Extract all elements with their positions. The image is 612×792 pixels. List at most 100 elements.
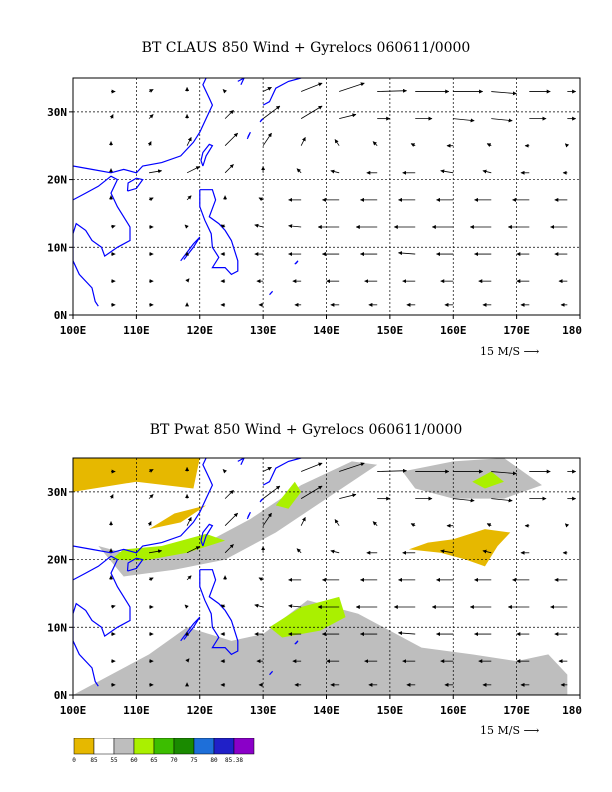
lon-tick-label: 100E	[60, 324, 87, 337]
panel2-map: 100E 110E 120E 130E 140E 150E 160E 170E 180 0N 10N…	[0, 440, 612, 740]
pwat-region-gray	[73, 600, 568, 695]
coastline	[73, 78, 214, 174]
pwat-region-green	[275, 481, 302, 509]
coastline	[294, 260, 299, 265]
coastline	[259, 498, 264, 503]
wind-vector	[564, 143, 570, 148]
wind-vector	[288, 604, 302, 609]
wind-vector	[339, 462, 365, 472]
wind-vector	[148, 549, 163, 554]
coastline	[180, 616, 201, 642]
wind-vector	[262, 512, 272, 526]
coastline	[237, 458, 245, 466]
wind-vector	[224, 109, 234, 119]
lat-tick-label: 10N	[47, 241, 67, 254]
wind-vector	[330, 169, 340, 174]
wind-vector	[109, 114, 114, 119]
colorbar-swatch	[193, 738, 215, 755]
wind-vector	[147, 521, 152, 526]
colorbar-label: 70	[170, 757, 178, 764]
wind-vector	[453, 118, 475, 123]
wind-vector	[110, 604, 116, 609]
wind-scale-label: 15 M/S	[480, 345, 520, 358]
wind-vector	[300, 485, 323, 499]
wind-vector	[410, 143, 416, 148]
lon-tick-label: 170E	[503, 704, 530, 717]
wind-vector	[296, 548, 302, 554]
lon-tick-label: 110E	[123, 704, 150, 717]
wind-vector	[398, 631, 416, 636]
wind-vector	[184, 604, 189, 609]
coastline	[73, 555, 131, 687]
wind-vector	[186, 195, 192, 201]
coastline	[200, 523, 214, 547]
lat-tick-label: 20N	[47, 554, 67, 567]
wind-map-pwat: 100E 110E 120E 130E 140E 150E 160E 170E 180 0N 10N…	[47, 457, 582, 717]
wind-vector	[148, 89, 154, 93]
wind-vector	[109, 494, 114, 499]
wind-vector	[224, 512, 238, 526]
colorbar-swatch	[93, 738, 115, 755]
wind-vector	[258, 577, 264, 582]
wind-vector	[220, 604, 226, 609]
panel1-scale: 15 M/S ⟶	[480, 345, 539, 358]
coastline	[294, 640, 299, 645]
wind-vector	[398, 251, 416, 256]
wind-vector	[220, 224, 226, 229]
lon-tick-label: 110E	[123, 324, 150, 337]
wind-vector	[339, 82, 365, 92]
lon-tick-label: 120E	[187, 704, 214, 717]
wind-vector	[440, 549, 454, 554]
lat-tick-label: 30N	[47, 486, 67, 499]
wind-vector	[258, 197, 264, 202]
wind-vector	[410, 523, 416, 528]
coastline	[126, 557, 144, 572]
wind-vector	[288, 224, 302, 229]
colorbar-swatch	[153, 738, 175, 755]
wind-vector	[185, 658, 190, 663]
colorbar-label: 0	[72, 757, 76, 764]
wind-vector	[254, 603, 264, 608]
wind-vector	[491, 91, 517, 96]
pwat-region-yellow	[149, 505, 207, 530]
lat-tick-label: 10N	[47, 621, 67, 634]
panel2-title: BT Pwat 850 Wind + Gyrelocs 060611/0000	[149, 422, 463, 438]
pwat-region-green	[472, 471, 504, 489]
wind-vector	[224, 489, 234, 499]
wind-vector	[482, 169, 492, 174]
wind-vector	[147, 141, 152, 146]
wind-vector	[339, 113, 357, 120]
pwat-region-gray	[98, 461, 378, 577]
panel1-map: 100E 110E 120E 130E 140E 150E 160E 170E 180 0N 10N…	[0, 60, 612, 360]
coastline	[262, 458, 302, 486]
wind-vector	[224, 544, 234, 554]
pwat-region-yellow	[408, 529, 511, 567]
wind-vector	[186, 166, 201, 174]
wind-vector	[262, 132, 272, 146]
wind-vector	[222, 89, 227, 94]
wind-vector	[185, 278, 190, 283]
wind-vector	[491, 471, 517, 476]
lon-tick-label: 100E	[60, 704, 87, 717]
colorbar-swatch	[173, 738, 195, 755]
colorbar-swatch	[233, 738, 255, 755]
wind-vector	[148, 169, 163, 174]
wind-vector	[372, 521, 378, 526]
wind-vector	[377, 468, 407, 473]
lat-tick-label: 20N	[47, 174, 67, 187]
colorbar-label: 85.38	[225, 757, 243, 764]
wind-vector	[440, 169, 454, 174]
wind-vector	[334, 519, 340, 526]
wind-vector	[372, 141, 378, 146]
wind-vector	[262, 105, 281, 119]
pwat-region-gray	[402, 458, 542, 499]
wind-vector	[148, 197, 154, 202]
wind-vector	[262, 466, 272, 472]
wind-vector	[296, 168, 302, 174]
wind-vector	[486, 143, 492, 148]
wind-vector	[186, 136, 192, 146]
coastline	[269, 290, 274, 296]
wind-vector	[453, 498, 475, 503]
wind-vector	[339, 493, 357, 500]
wind-vector	[482, 549, 492, 554]
